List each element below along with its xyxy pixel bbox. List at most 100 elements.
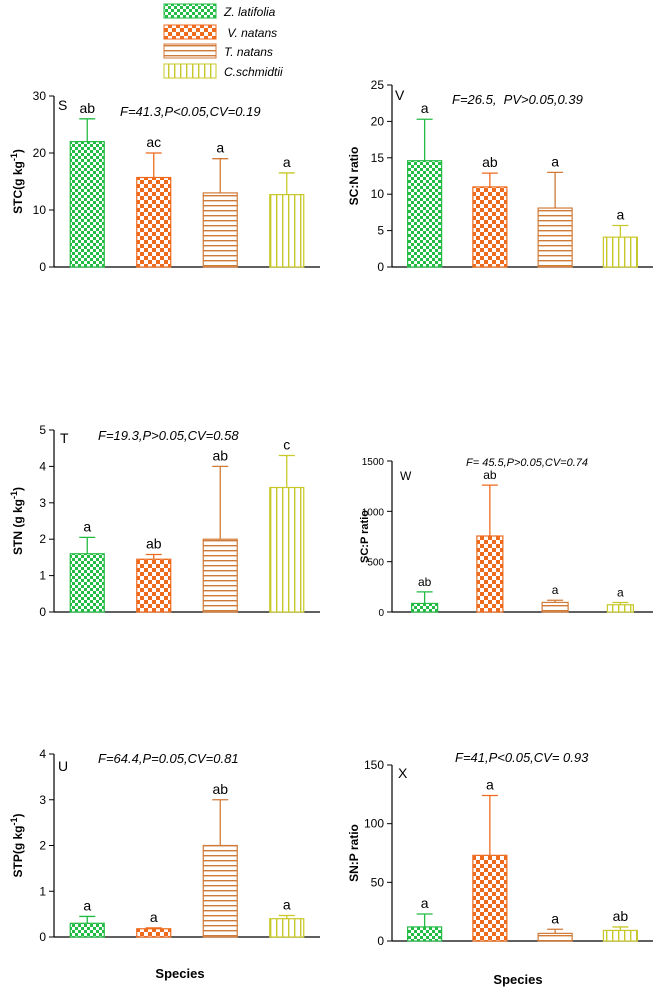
bar <box>472 854 508 942</box>
chart-panel-s: 0 10 20 30 STC(g kg-1) S F=41.3,P<0.05,CV=0.19… <box>9 89 320 274</box>
y-tick-label: 0 <box>39 260 46 274</box>
x-axis-label: Species <box>155 966 204 981</box>
significance-label: a <box>83 897 91 913</box>
y-tick-label: 5 <box>377 224 384 238</box>
y-tick-label: 1000 <box>362 507 385 518</box>
significance-label: ab <box>482 154 498 170</box>
y-tick-label: 2 <box>39 532 46 546</box>
significance-label: ab <box>483 468 497 482</box>
y-tick-label: 10 <box>371 187 385 201</box>
panel-letter: T <box>60 430 69 446</box>
y-axis-title: STN (g kg-1) <box>9 487 25 555</box>
y-tick-label: 20 <box>33 146 47 160</box>
significance-label: a <box>216 140 224 156</box>
bar <box>407 926 443 942</box>
chart-panel-x: 0 50 100 150 SN:P ratio X F=41,P<0.05,CV= 0.93… <box>347 750 653 948</box>
y-tick-label: 150 <box>364 758 384 772</box>
bar <box>136 558 172 613</box>
bar <box>269 918 305 938</box>
bar <box>541 601 569 613</box>
significance-label: ab <box>212 781 228 797</box>
significance-label: a <box>83 518 91 534</box>
bar <box>69 922 105 938</box>
stats-label: F=64.4,P=0.05,CV=0.81 <box>98 751 239 766</box>
significance-label: a <box>421 895 429 911</box>
y-tick-label: 2 <box>39 839 46 853</box>
legend: Z. latifolia V. natans T. natans C.schmi… <box>163 3 283 79</box>
significance-label: a <box>283 154 291 170</box>
y-tick-label: 15 <box>371 151 385 165</box>
chart-panel-u: 0 1 2 3 4 STP(g kg-1) U F=64.4,P=0.05,CV=0.81 a a… <box>9 747 320 944</box>
y-tick-label: 100 <box>364 817 384 831</box>
legend-swatch <box>163 43 217 59</box>
bar <box>136 176 172 268</box>
bar <box>537 932 573 942</box>
y-tick-label: 1500 <box>362 457 385 468</box>
bar <box>407 160 443 268</box>
legend-label: C.schmidtii <box>224 65 283 79</box>
significance-label: a <box>486 777 494 793</box>
y-axis-title: SC:P ratio <box>359 510 371 563</box>
y-tick-label: 0 <box>39 930 46 944</box>
significance-label: a <box>283 896 291 912</box>
significance-label: ab <box>146 535 162 551</box>
y-axis-title: STP(g kg-1) <box>9 813 25 877</box>
legend-swatch <box>163 24 217 40</box>
y-tick-label: 1 <box>39 884 46 898</box>
significance-label: a <box>616 207 624 223</box>
legend-swatch <box>163 63 217 79</box>
y-tick-label: 3 <box>39 496 46 510</box>
y-tick-label: 500 <box>367 558 384 569</box>
legend-label: V. natans <box>224 26 277 40</box>
legend-item: T. natans <box>163 43 273 59</box>
panel-letter: U <box>58 758 68 774</box>
legend-item: C.schmidtii <box>163 63 283 79</box>
y-tick-label: 0 <box>377 934 384 948</box>
y-tick-label: 1 <box>39 569 46 583</box>
significance-label: a <box>552 583 559 597</box>
legend-swatch <box>163 3 217 19</box>
significance-label: a <box>421 100 429 116</box>
panel-letter: S <box>58 97 67 113</box>
bar <box>202 192 238 268</box>
significance-label: ab <box>418 575 432 589</box>
significance-label: ab <box>212 447 228 463</box>
bar <box>606 604 634 613</box>
significance-label: c <box>283 436 290 452</box>
y-axis-title: SN:P ratio <box>347 824 361 882</box>
bar <box>69 553 105 613</box>
bar <box>602 236 638 268</box>
stats-label: F= 45.5,P>0.05,CV=0.74 <box>466 457 588 469</box>
significance-label: a <box>150 909 158 925</box>
chart-panel-v: 0 5 10 15 20 25 SC:N ratio V F=26.5, PV>0.05,0.3… <box>347 78 653 274</box>
y-tick-label: 3 <box>39 793 46 807</box>
y-tick-label: 0 <box>378 608 384 619</box>
significance-label: ab <box>79 100 95 116</box>
panel-letter: X <box>398 765 408 781</box>
legend-item: V. natans <box>163 24 277 40</box>
bar <box>411 602 439 613</box>
significance-label: ab <box>613 908 629 924</box>
bar <box>136 928 172 938</box>
stats-label: F=41.3,P<0.05,CV=0.19 <box>120 104 261 119</box>
y-tick-label: 5 <box>39 423 46 437</box>
x-axis-label: Species <box>493 972 542 987</box>
panel-letter: W <box>400 469 412 483</box>
bar <box>472 186 508 268</box>
stats-label: F=19.3,P>0.05,CV=0.58 <box>98 428 239 443</box>
legend-label: Z. latifolia <box>223 5 276 19</box>
bar <box>602 929 638 942</box>
stats-label: F=41,P<0.05,CV= 0.93 <box>455 750 589 765</box>
significance-label: ac <box>146 134 161 150</box>
bar <box>202 844 238 938</box>
y-tick-label: 50 <box>371 875 385 889</box>
significance-label: a <box>551 910 559 926</box>
legend-item: Z. latifolia <box>163 3 276 19</box>
legend-label: T. natans <box>224 45 273 59</box>
y-axis-title: STC(g kg-1) <box>9 149 25 214</box>
stats-label: F=26.5, PV>0.05,0.39 <box>452 92 583 107</box>
y-tick-label: 4 <box>39 747 46 761</box>
y-tick-label: 20 <box>371 114 385 128</box>
chart-panel-t: 0 1 2 3 4 5 STN (g kg-1) T F=19.3,P>0.05,CV=0.58… <box>9 423 320 619</box>
